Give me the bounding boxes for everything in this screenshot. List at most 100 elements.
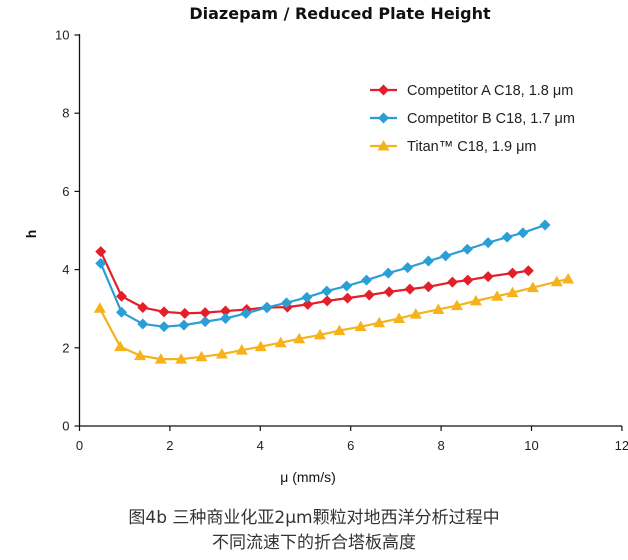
legend-label: Competitor B C18, 1.7 μm	[407, 111, 575, 127]
y-axis-label: h	[23, 230, 39, 239]
data-point	[482, 271, 494, 283]
data-point	[354, 320, 367, 332]
data-point	[116, 306, 128, 318]
data-point	[450, 299, 463, 311]
data-point	[301, 291, 313, 303]
data-point	[302, 298, 314, 310]
legend: Competitor A C18, 1.8 μm Competitor B C18…	[370, 83, 575, 155]
data-point	[199, 316, 211, 328]
legend-item: Titan™ C18, 1.9 μm	[370, 139, 537, 155]
series-1	[95, 246, 534, 319]
data-point	[393, 312, 406, 323]
data-point	[373, 316, 386, 328]
data-point	[363, 289, 375, 301]
y-tick-label: 0	[62, 419, 69, 434]
data-point	[462, 274, 474, 286]
data-point	[333, 324, 346, 336]
data-point	[321, 295, 333, 307]
x-tick-label: 8	[437, 438, 444, 453]
legend-marker	[378, 84, 389, 96]
data-point	[179, 307, 191, 319]
y-ticks: 0 2 4 6 8 10	[55, 28, 80, 434]
data-point	[215, 348, 228, 359]
y-tick-label: 6	[62, 184, 69, 199]
data-point	[342, 292, 354, 304]
data-point	[361, 274, 373, 286]
data-point	[235, 344, 248, 355]
data-point	[274, 336, 287, 348]
x-tick-label: 4	[257, 438, 264, 453]
x-tick-label: 0	[76, 438, 83, 453]
data-point	[507, 267, 519, 279]
data-point	[293, 332, 306, 344]
legend-marker	[378, 112, 389, 124]
data-point	[154, 353, 167, 364]
data-point	[175, 353, 188, 364]
data-point	[517, 227, 529, 239]
data-point	[562, 272, 575, 284]
data-point	[422, 281, 434, 293]
x-tick-label: 10	[524, 438, 538, 453]
x-ticks: 0 2 4 6 8 10 12	[76, 426, 628, 453]
series-2	[95, 219, 551, 333]
data-point	[199, 307, 211, 319]
data-point	[116, 290, 128, 302]
data-point	[461, 243, 473, 255]
series-group	[93, 219, 575, 364]
data-point	[95, 246, 107, 258]
legend-marker	[377, 140, 390, 151]
data-point	[137, 302, 149, 314]
data-point	[409, 308, 422, 319]
data-point	[550, 275, 563, 287]
data-point	[522, 265, 534, 277]
series-line	[98, 277, 569, 361]
series-line	[99, 251, 529, 315]
data-point	[383, 286, 395, 298]
x-tick-label: 12	[615, 438, 628, 453]
data-point	[219, 312, 231, 324]
data-point	[422, 255, 434, 267]
data-point	[402, 262, 414, 274]
data-point	[219, 305, 231, 317]
data-point	[469, 294, 482, 306]
data-point	[482, 237, 494, 249]
x-tick-label: 2	[166, 438, 173, 453]
y-tick-label: 4	[62, 262, 69, 277]
data-point	[313, 328, 326, 340]
legend-item: Competitor B C18, 1.7 μm	[370, 111, 575, 127]
data-point	[491, 290, 504, 301]
data-point	[137, 318, 149, 330]
y-tick-label: 2	[62, 340, 69, 355]
data-point	[178, 319, 190, 331]
chart-title: Diazepam / Reduced Plate Height	[189, 4, 491, 23]
data-point	[114, 340, 127, 352]
y-tick-label: 10	[55, 28, 69, 43]
data-point	[93, 302, 106, 313]
data-point	[506, 286, 519, 298]
data-point	[134, 349, 147, 361]
y-tick-label: 8	[62, 106, 69, 121]
data-point	[158, 321, 170, 333]
data-point	[254, 340, 267, 352]
series-3	[93, 272, 575, 364]
legend-label: Titan™ C18, 1.9 μm	[407, 139, 537, 155]
data-point	[195, 350, 208, 362]
reduced-plate-height-chart: Diazepam / Reduced Plate Height 0 2 4 6 8 10 …	[23, 4, 628, 485]
data-point	[382, 267, 394, 279]
data-point	[404, 283, 416, 295]
data-point	[321, 285, 333, 297]
data-point	[95, 257, 107, 269]
figure-caption: 图4b 三种商业化亚2μm颗粒对地西洋分析过程中 不同流速下的折合塔板高度	[0, 506, 628, 556]
data-point	[261, 302, 273, 314]
data-point	[446, 276, 458, 288]
x-axis-label: μ (mm/s)	[280, 469, 336, 485]
data-point	[158, 306, 170, 318]
axes: 0 2 4 6 8 10 0 2 4 6 8 10 12	[55, 28, 628, 454]
caption-line-1: 图4b 三种商业化亚2μm颗粒对地西洋分析过程中	[128, 508, 500, 528]
legend-item: Competitor A C18, 1.8 μm	[370, 83, 573, 99]
legend-label: Competitor A C18, 1.8 μm	[407, 83, 573, 99]
data-point	[341, 280, 353, 292]
data-point	[501, 231, 513, 243]
data-point	[539, 219, 551, 231]
x-tick-label: 6	[347, 438, 354, 453]
